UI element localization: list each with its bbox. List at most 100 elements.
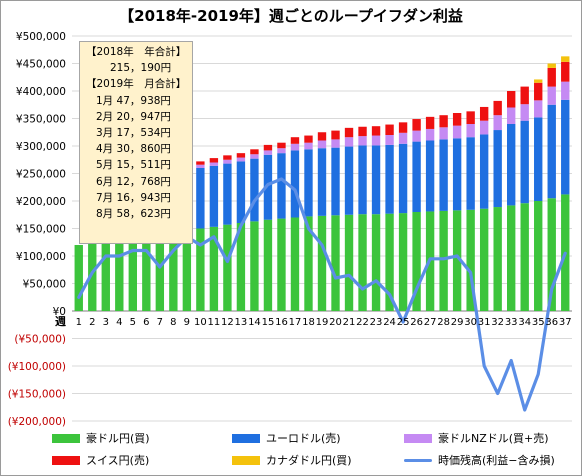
bar-segment	[223, 224, 232, 311]
summary-year-total: 215，190円	[110, 62, 172, 75]
bar-segment	[412, 130, 421, 142]
bar-segment	[209, 165, 219, 227]
x-tick-label: 37	[559, 317, 572, 328]
summary-month-row: 7月 16，943円	[96, 191, 171, 204]
y-tick-label: (¥50,000)	[14, 334, 66, 346]
bar-segment	[331, 215, 340, 311]
bar-segment	[398, 122, 408, 133]
x-tick-label: 24	[383, 317, 396, 328]
bar-segment	[304, 142, 313, 150]
y-tick-label: (¥100,000)	[8, 361, 66, 373]
bar-segment	[236, 161, 246, 223]
bar-segment	[196, 161, 205, 165]
bar-segment	[182, 231, 192, 311]
legend-item: カナダドル円(買)	[232, 452, 352, 468]
bar-segment	[290, 150, 300, 218]
bar-segment	[115, 239, 124, 311]
legend-label: ユーロドル(売)	[266, 432, 341, 445]
bar-segment	[534, 100, 543, 118]
bar-segment	[561, 81, 570, 100]
legend-item: 豪ドルNZドル(買+売)	[404, 430, 549, 446]
summary-month-row: 2月 20，947円	[96, 110, 171, 123]
x-axis-label: 週	[55, 314, 66, 328]
bar-segment	[547, 104, 556, 199]
bar-segment	[331, 139, 340, 148]
x-tick-label: 4	[116, 317, 122, 328]
bar-segment	[304, 135, 313, 143]
bar-segment	[344, 137, 354, 147]
bar-segment	[358, 214, 367, 311]
summary-month-row: 8月 58，623円	[96, 208, 171, 221]
bar-segment	[561, 99, 570, 195]
bar-segment	[344, 127, 354, 138]
bar-segment	[534, 79, 543, 83]
bar-segment	[371, 126, 381, 136]
bar-segment	[507, 91, 516, 108]
x-tick-label: 20	[329, 317, 342, 328]
x-tick-label: 8	[170, 317, 176, 328]
bar-segment	[344, 146, 354, 215]
summary-box: 【2018年 年合計】 215，190円 【2019年 月合計】 1月 47，9…	[79, 41, 193, 244]
bar-segment	[534, 82, 543, 101]
bar-segment	[547, 86, 556, 105]
legend-swatch	[404, 433, 432, 443]
x-tick-label: 11	[208, 317, 221, 328]
bar-segment	[493, 100, 502, 116]
bar-segment	[479, 120, 489, 135]
bar-segment	[520, 86, 529, 105]
legend-label: カナダドル円(買)	[266, 454, 352, 467]
bar-segment	[223, 159, 232, 164]
summary-month-row: 4月 30，860円	[96, 143, 171, 156]
bar-segment	[493, 130, 502, 208]
bar-segment	[236, 223, 246, 311]
x-tick-label: 21	[343, 317, 356, 328]
bar-segment	[101, 241, 110, 311]
x-tick-label: 17	[289, 317, 302, 328]
y-tick-label: ¥250,000	[16, 169, 66, 181]
bar-segment	[290, 137, 300, 144]
summary-month-row: 3月 17，534円	[96, 127, 171, 140]
y-tick-label: ¥500,000	[16, 31, 66, 43]
bar-segment	[277, 218, 286, 311]
x-tick-label: 12	[221, 317, 234, 328]
bar-segment	[331, 147, 340, 216]
x-tick-label: 5	[130, 317, 136, 328]
bar-segment	[412, 141, 421, 212]
bar-segment	[371, 135, 381, 146]
x-tick-label: 14	[248, 317, 261, 328]
x-tick-label: 26	[410, 317, 423, 328]
bar-segment	[385, 124, 394, 135]
x-tick-label: 19	[316, 317, 329, 328]
bar-segment	[371, 214, 381, 311]
y-tick-label: ¥200,000	[16, 196, 66, 208]
summary-month-row: 5月 15，511円	[96, 159, 171, 172]
summary-year-header: 【2018年 年合計】	[86, 46, 187, 58]
bar-segment	[534, 117, 543, 201]
chart-title: 【2018年-2019年】週ごとのループイフダン利益	[119, 7, 463, 25]
legend-line	[404, 458, 432, 462]
x-tick-label: 2	[89, 317, 95, 328]
bar-segment	[466, 209, 475, 311]
y-tick-label: ¥400,000	[16, 86, 66, 98]
bar-segment	[534, 201, 543, 311]
bar-segment	[479, 208, 489, 311]
bar-segment	[290, 143, 300, 151]
bar-segment	[250, 149, 259, 155]
y-tick-label: ¥100,000	[16, 251, 66, 263]
bar-segment	[142, 236, 151, 311]
x-tick-label: 25	[397, 317, 410, 328]
bar-segment	[74, 245, 83, 311]
bar-segment	[398, 143, 408, 214]
bar-segment	[520, 203, 529, 311]
bar-segment	[466, 111, 475, 124]
series-line	[77, 177, 567, 412]
y-tick-label: (¥200,000)	[8, 416, 66, 428]
legend-swatch	[232, 433, 260, 443]
x-tick-label: 6	[143, 317, 149, 328]
x-tick-label: 27	[424, 317, 437, 328]
y-tick-label: ¥0	[53, 306, 66, 318]
bar-segment	[479, 106, 489, 121]
summary-month-header: 【2019年 月合計】	[86, 78, 187, 91]
bar-segment	[439, 210, 448, 311]
bar-segment	[317, 215, 327, 311]
